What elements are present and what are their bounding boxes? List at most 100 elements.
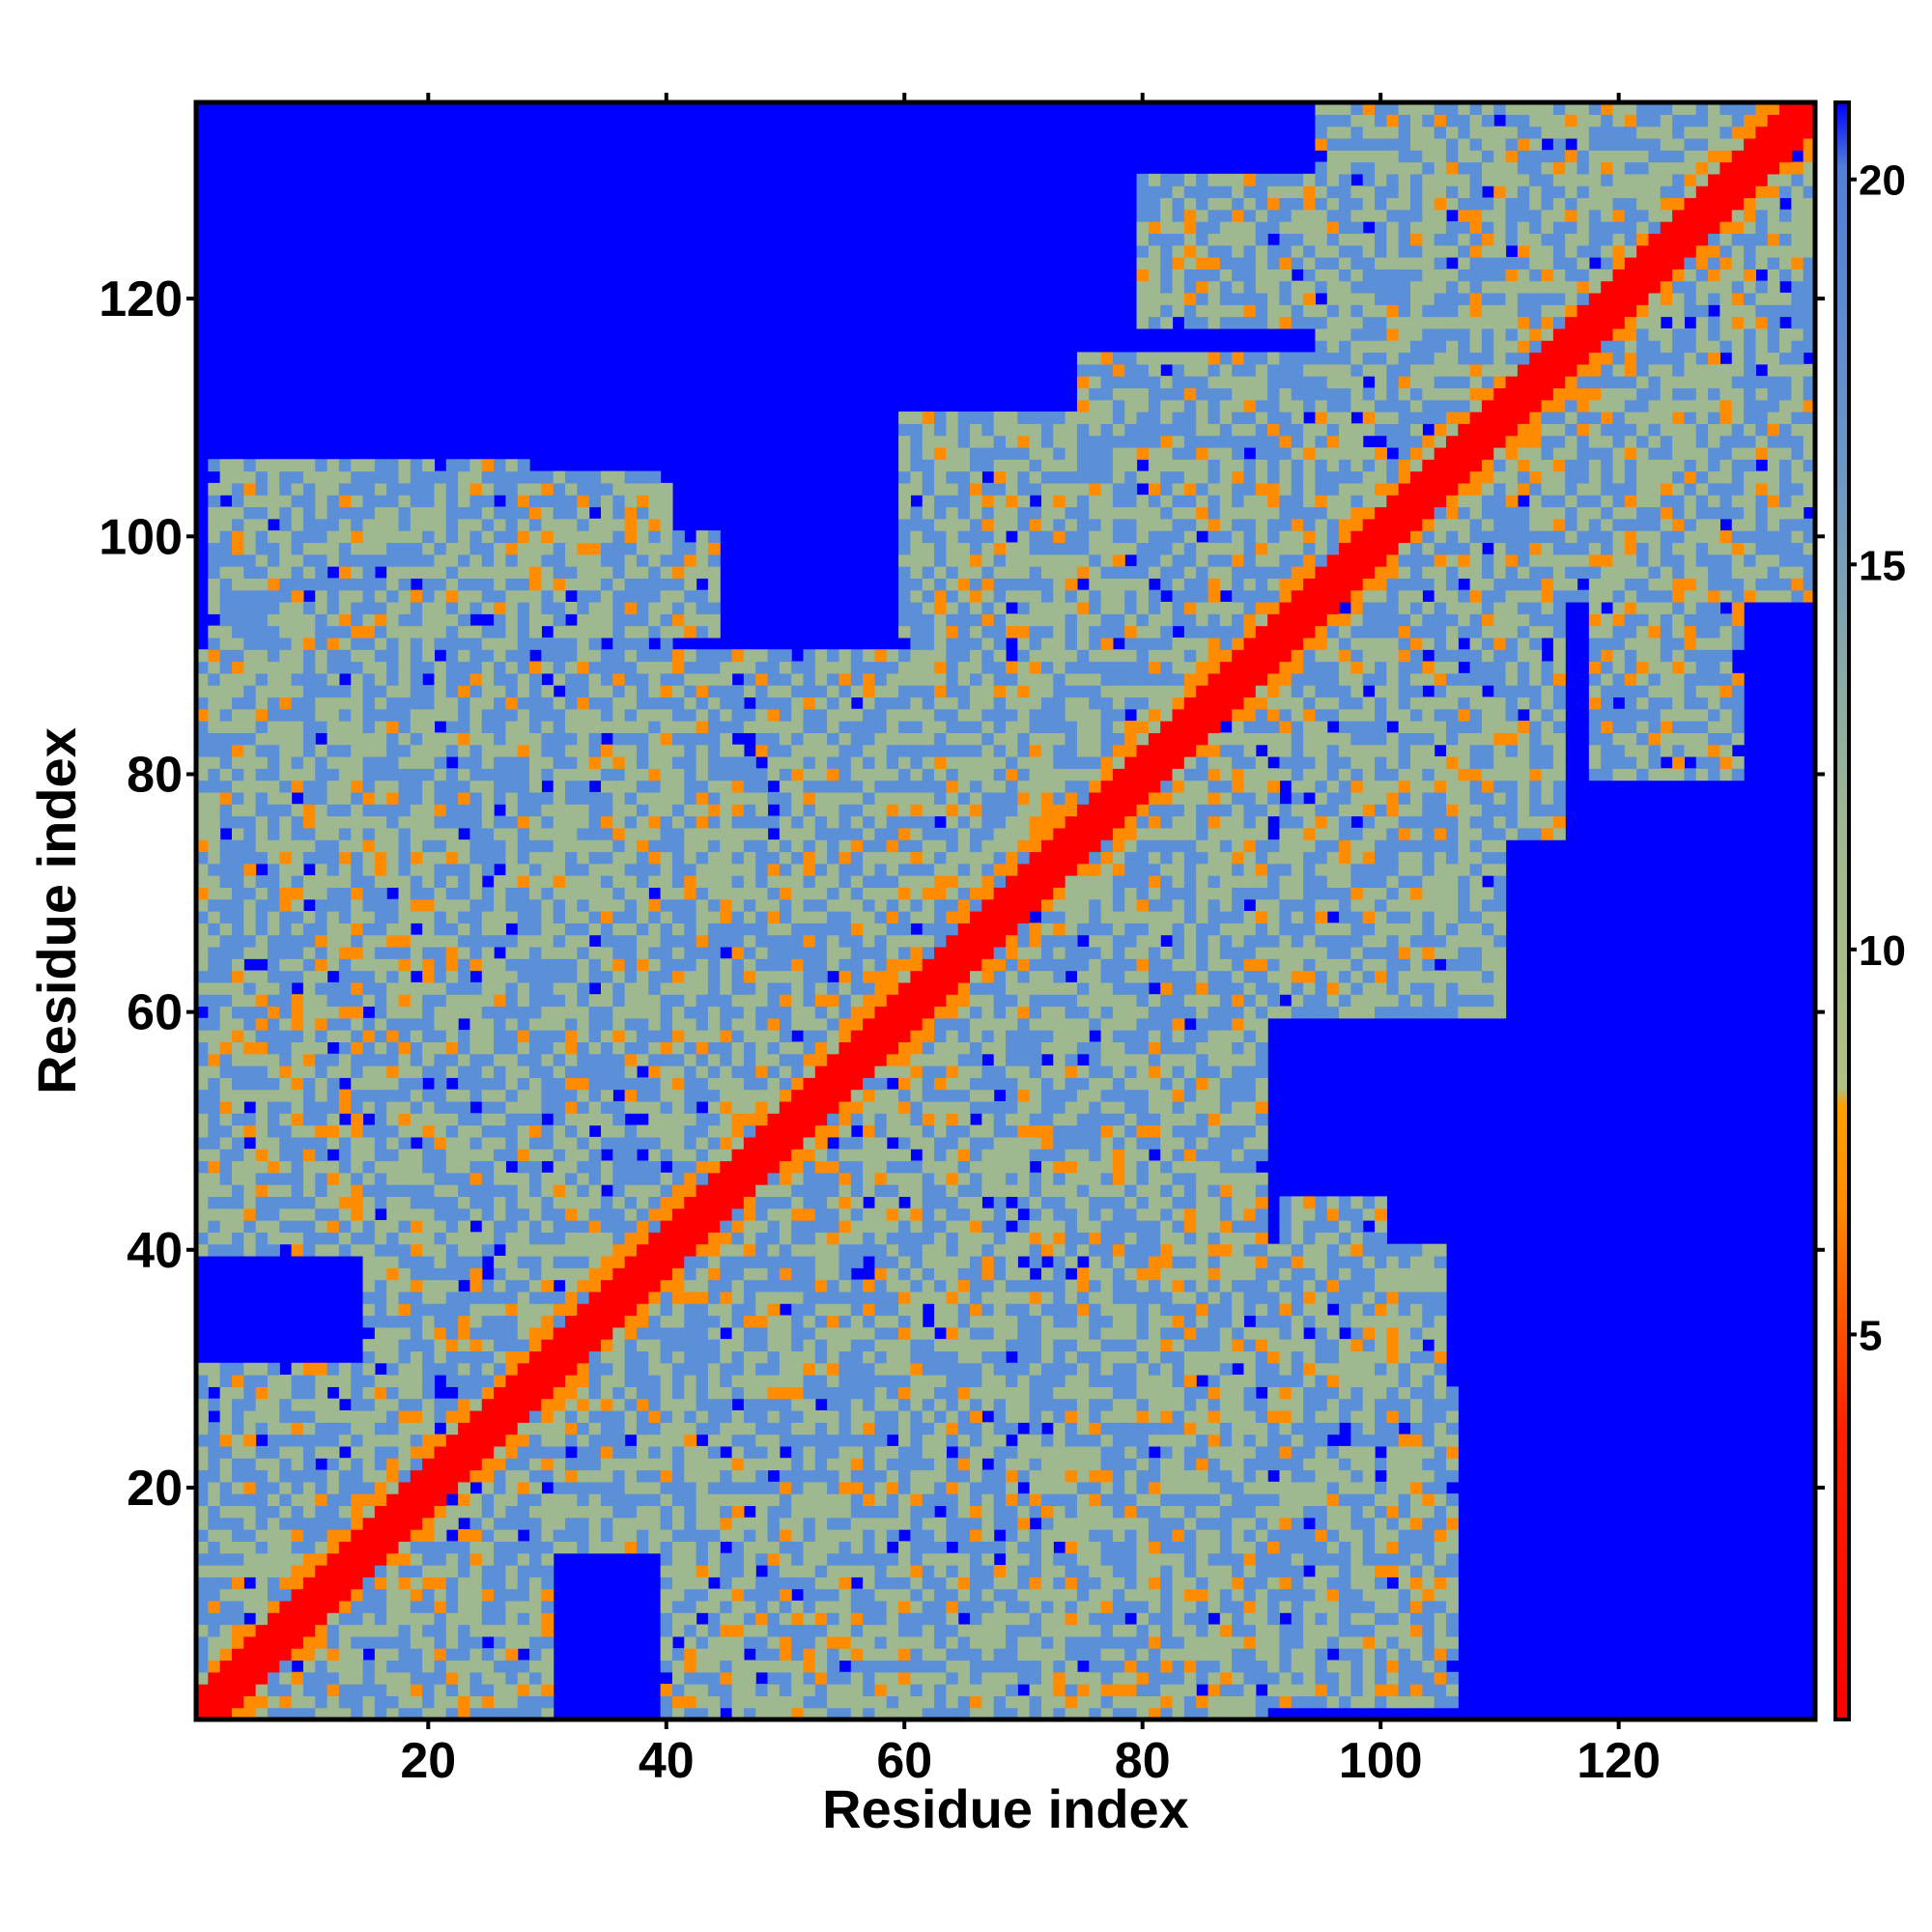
heatmap-cell <box>398 542 412 555</box>
heatmap-cell <box>243 613 257 627</box>
heatmap-cell <box>255 1375 269 1387</box>
heatmap-cell <box>386 637 400 650</box>
heatmap-cell <box>302 1529 316 1542</box>
heatmap-cell <box>529 1648 542 1662</box>
heatmap-cell <box>696 981 709 995</box>
heatmap-cell <box>743 1458 756 1471</box>
heatmap-cell <box>231 1124 244 1138</box>
heatmap-cell <box>231 1065 244 1078</box>
heatmap-cell <box>243 732 257 746</box>
heatmap-cell <box>731 1541 745 1554</box>
heatmap-cell <box>302 732 316 746</box>
heatmap-cell <box>494 1149 507 1162</box>
heatmap-cell <box>315 970 328 983</box>
heatmap-cell <box>553 1398 566 1411</box>
heatmap-cell <box>362 923 376 936</box>
heatmap-cell <box>529 1375 542 1387</box>
heatmap-cell <box>624 1232 638 1245</box>
heatmap-cell <box>196 1077 209 1091</box>
heatmap-cell <box>494 1624 507 1637</box>
heatmap-cell <box>505 1409 519 1423</box>
heatmap-cell <box>529 1707 542 1720</box>
heatmap-cell <box>588 827 602 840</box>
heatmap-cell <box>327 1160 340 1174</box>
heatmap-cell <box>469 470 483 484</box>
heatmap-cell <box>684 1684 697 1696</box>
heatmap-cell <box>351 625 364 639</box>
heatmap-cell <box>422 1458 436 1471</box>
heatmap-cell <box>243 578 257 591</box>
heatmap-cell <box>791 851 805 865</box>
heatmap-cell <box>386 958 400 972</box>
heatmap-cell <box>434 1600 447 1613</box>
heatmap-cell <box>660 1279 673 1293</box>
heatmap-cell <box>684 613 697 627</box>
heatmap-cell <box>624 1255 638 1268</box>
heatmap-cell <box>422 1493 436 1507</box>
heatmap-cell <box>779 1612 792 1626</box>
heatmap-cell <box>469 732 483 746</box>
heatmap-cell <box>267 1564 280 1577</box>
heatmap-cell <box>755 887 769 900</box>
heatmap-cell <box>541 1588 554 1602</box>
heatmap-cell <box>755 721 769 733</box>
heatmap-cell <box>243 1017 257 1031</box>
heatmap-cell <box>720 732 733 746</box>
heatmap-cell <box>422 839 436 853</box>
heatmap-cell <box>374 518 387 531</box>
heatmap-cell <box>743 1149 756 1162</box>
heatmap-cell <box>458 1505 471 1519</box>
heatmap-cell <box>755 1350 769 1364</box>
heatmap-cell <box>351 1208 364 1221</box>
heatmap-cell <box>386 1350 400 1364</box>
heatmap-cell <box>434 637 447 650</box>
heatmap-cell <box>541 887 554 900</box>
heatmap-cell <box>327 744 340 757</box>
heatmap-cell <box>553 625 566 639</box>
heatmap-cell <box>803 1398 816 1411</box>
heatmap-cell <box>279 744 293 757</box>
heatmap-cell <box>565 1232 578 1245</box>
heatmap-cell <box>588 1065 602 1078</box>
heatmap-cell <box>648 958 662 972</box>
heatmap-cell <box>469 506 483 520</box>
heatmap-cell <box>707 672 721 686</box>
heatmap-cell <box>577 863 590 876</box>
heatmap-cell <box>779 1409 792 1423</box>
heatmap-cell <box>410 1053 423 1066</box>
heatmap-cell <box>517 1100 530 1114</box>
heatmap-cell <box>601 780 613 793</box>
heatmap-cell <box>720 1612 733 1626</box>
heatmap-cell <box>743 994 756 1008</box>
heatmap-cell <box>755 1648 769 1662</box>
heatmap-cell <box>684 1612 697 1626</box>
heatmap-cell <box>601 981 613 995</box>
heatmap-cell <box>434 1232 447 1245</box>
heatmap-cell <box>541 1600 554 1613</box>
heatmap-cell <box>731 1220 745 1233</box>
heatmap-cell <box>327 791 340 805</box>
heatmap-cell <box>445 1564 459 1577</box>
heatmap-cell <box>553 1267 566 1281</box>
heatmap-cell <box>791 1564 805 1577</box>
heatmap-cell <box>338 1552 352 1566</box>
heatmap-cell <box>696 1041 709 1055</box>
heatmap-cell <box>541 1208 554 1221</box>
heatmap-cell <box>445 1208 459 1221</box>
heatmap-cell <box>577 1315 590 1328</box>
heatmap-cell <box>302 958 316 972</box>
heatmap-cell <box>577 755 590 769</box>
heatmap-cell <box>481 1541 495 1554</box>
heatmap-cell <box>279 1493 293 1507</box>
heatmap-cell <box>351 1184 364 1198</box>
heatmap-cell <box>553 1208 566 1221</box>
heatmap-cell <box>302 1577 316 1590</box>
heatmap-cell <box>588 1113 602 1126</box>
heatmap-cell <box>338 459 352 472</box>
heatmap-cell <box>208 566 221 579</box>
heatmap-cell <box>755 1529 769 1542</box>
heatmap-cell <box>398 827 412 840</box>
heatmap-cell <box>267 1149 280 1162</box>
heatmap-cell <box>755 1481 769 1494</box>
heatmap-cell <box>636 1267 649 1281</box>
